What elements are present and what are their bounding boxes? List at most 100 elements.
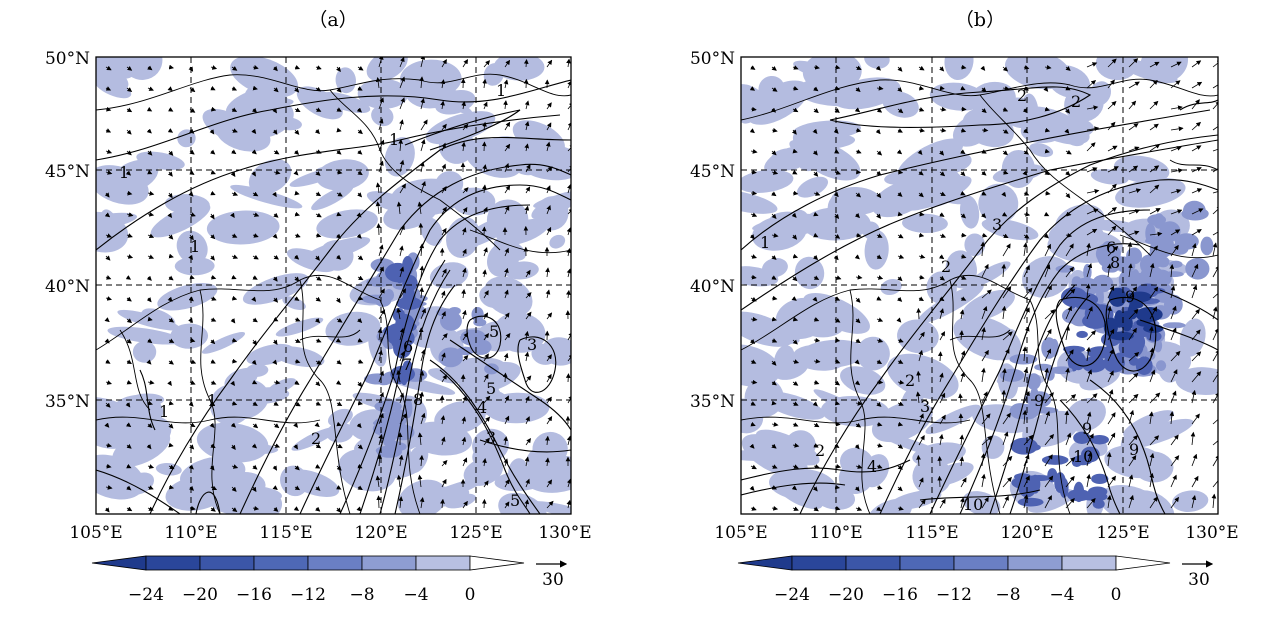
wind-vector	[315, 212, 322, 218]
wind-vector	[461, 141, 466, 152]
wind-vector	[419, 243, 425, 257]
shade-patch	[1041, 455, 1069, 465]
wind-vector	[876, 317, 884, 322]
wind-vector	[378, 97, 384, 110]
wind-vector	[876, 107, 883, 113]
wind-vector	[357, 381, 363, 388]
wind-vector	[960, 254, 967, 259]
wind-vector	[792, 65, 799, 70]
shade-patch	[1034, 363, 1053, 371]
wind-vector	[335, 254, 342, 260]
wind-vector	[1002, 107, 1009, 112]
wind-vector	[565, 373, 571, 383]
wind-vector	[210, 85, 216, 91]
wind-vector	[939, 275, 945, 281]
wind-vector	[771, 316, 777, 322]
wind-vector	[419, 391, 425, 404]
lat-tick-label: 45°N	[45, 162, 90, 182]
wind-vector	[336, 127, 342, 133]
wind-vector	[188, 464, 194, 470]
wind-vector	[876, 85, 884, 91]
shade-patch	[1009, 353, 1038, 365]
shade-patch	[744, 377, 784, 418]
shade-patch	[803, 317, 844, 338]
wind-vector	[1002, 129, 1009, 134]
wind-vector	[834, 108, 840, 114]
shade-patch	[795, 139, 826, 172]
lon-tick-label: 105°E	[69, 523, 122, 543]
wind-vector	[189, 170, 195, 175]
wind-vector	[503, 100, 508, 110]
shade-patch	[1095, 57, 1139, 81]
wind-vector	[417, 474, 423, 488]
wind-vector	[897, 359, 904, 364]
wind-vector	[834, 170, 841, 175]
shade-patch	[1076, 330, 1088, 339]
wind-vector	[356, 233, 362, 239]
wind-vector	[876, 150, 883, 156]
reference-vector-label: 30	[542, 570, 564, 590]
wind-vector	[231, 149, 237, 155]
shade-patch	[1065, 398, 1106, 433]
wind-vector	[897, 211, 903, 217]
shade-patch	[527, 150, 549, 167]
wind-vector	[546, 102, 552, 110]
wind-vector	[918, 107, 925, 112]
wind-vector	[1170, 305, 1177, 320]
colorbar-tick-label: −12	[290, 585, 326, 605]
wind-vector	[252, 464, 258, 470]
lat-tick-label: 40°N	[690, 277, 735, 297]
wind-vector	[231, 66, 238, 71]
wind-vector	[876, 254, 882, 260]
wind-vector	[273, 506, 279, 512]
wind-vector	[167, 171, 173, 177]
wind-vector	[336, 275, 343, 280]
wind-vector	[1191, 263, 1199, 278]
shade-patch	[1181, 207, 1209, 221]
wind-vector	[399, 183, 406, 194]
wind-vector	[420, 349, 426, 362]
shade-patch	[1186, 257, 1210, 280]
wind-vector	[1170, 188, 1182, 194]
shade-patch	[402, 255, 414, 276]
shade-patch	[206, 210, 280, 245]
contour-label: 7	[402, 355, 412, 374]
wind-vector	[357, 149, 363, 155]
wind-vector	[210, 485, 218, 491]
wind-vector	[167, 380, 172, 386]
wind-vector	[273, 170, 281, 175]
wind-vector	[939, 296, 945, 302]
wind-vector	[834, 64, 841, 70]
wind-vector	[812, 254, 819, 261]
wind-vector	[396, 201, 402, 215]
wind-vector	[834, 275, 842, 280]
wind-vector	[1044, 264, 1051, 278]
wind-vector	[1002, 233, 1009, 238]
wind-vector	[566, 478, 571, 488]
wind-vector	[356, 506, 362, 512]
wind-vector	[918, 85, 925, 91]
wind-vector	[813, 275, 820, 280]
wind-vector	[294, 485, 301, 491]
wind-vector	[189, 505, 196, 511]
wind-vector	[105, 485, 113, 490]
wind-vector	[504, 143, 511, 152]
shade-patch	[880, 278, 902, 296]
wind-vector	[981, 327, 986, 341]
wind-vector	[523, 59, 529, 68]
wind-vector	[1107, 225, 1117, 236]
wind-vector	[461, 227, 467, 236]
shade-patch	[1154, 338, 1163, 353]
lat-tick-label: 35°N	[45, 392, 90, 412]
wind-vector	[1086, 126, 1100, 132]
wind-vector	[126, 379, 132, 385]
wind-vector	[251, 443, 258, 449]
wind-vector	[399, 327, 405, 341]
wind-vector	[855, 65, 862, 70]
wind-vector	[525, 164, 531, 173]
contour-label: 9	[1129, 440, 1139, 459]
wind-vector	[855, 127, 862, 133]
panel-b-contours	[741, 86, 1218, 514]
wind-vector	[855, 338, 861, 344]
wind-vector	[981, 232, 988, 238]
